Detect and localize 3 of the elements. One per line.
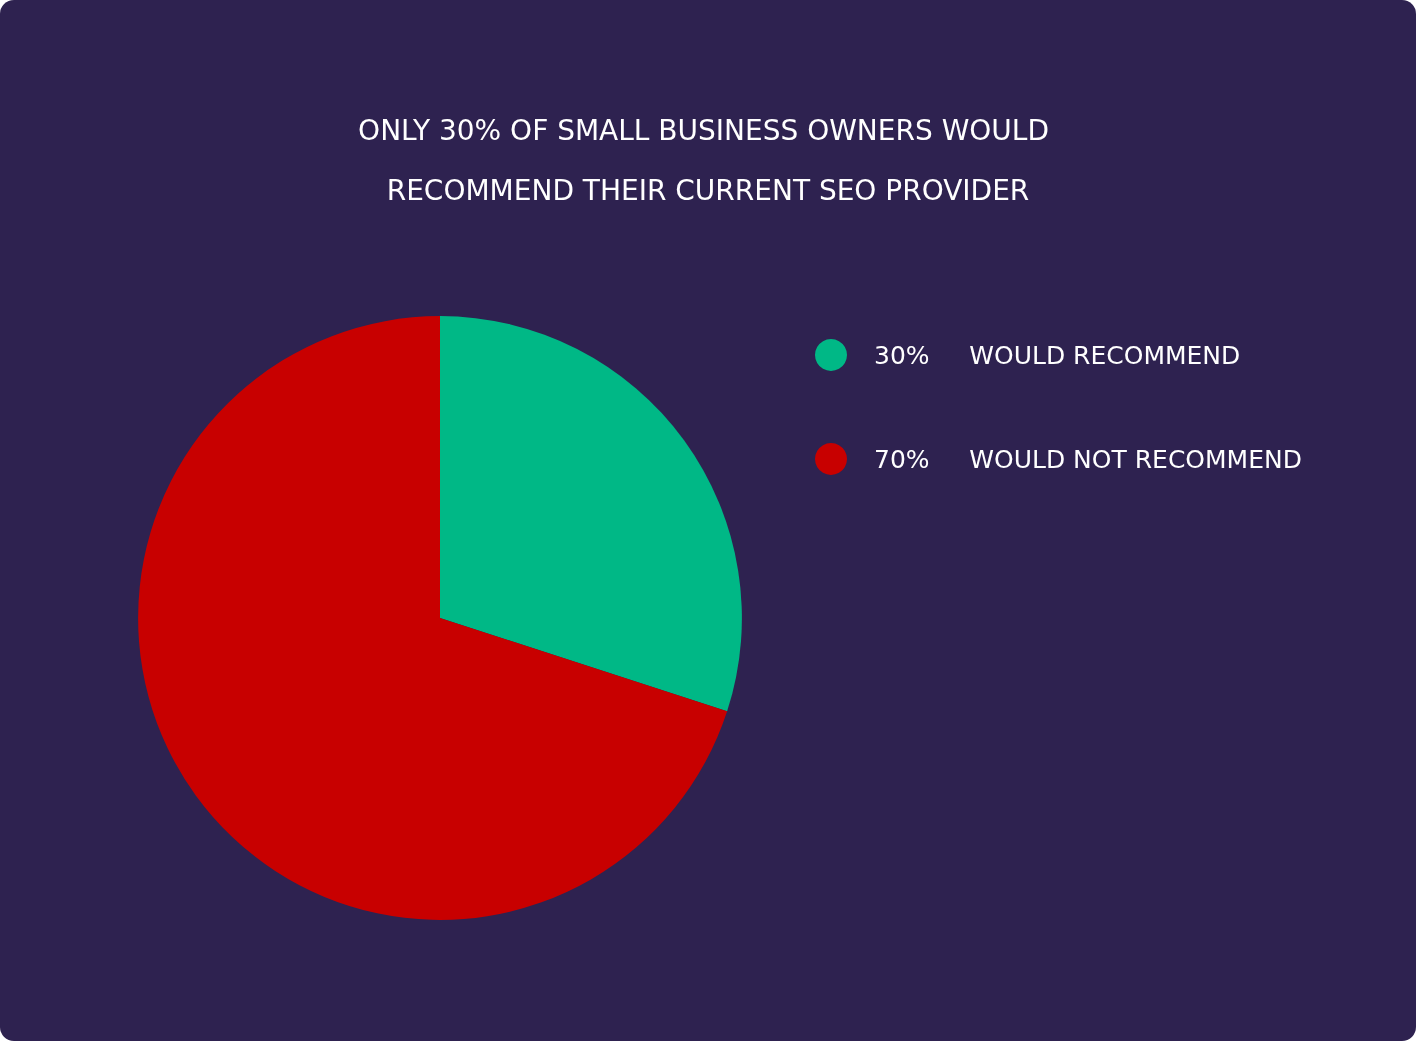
chart-title: ONLY 30% OF SMALL BUSINESS OWNERS WOULD RECOMMEND THEIR CURRENT SEO PROVIDER xyxy=(358,113,1058,207)
legend-label: 70% WOULD NOT RECOMMEND xyxy=(874,444,1302,474)
legend-label: 30% WOULD RECOMMEND xyxy=(874,340,1241,370)
